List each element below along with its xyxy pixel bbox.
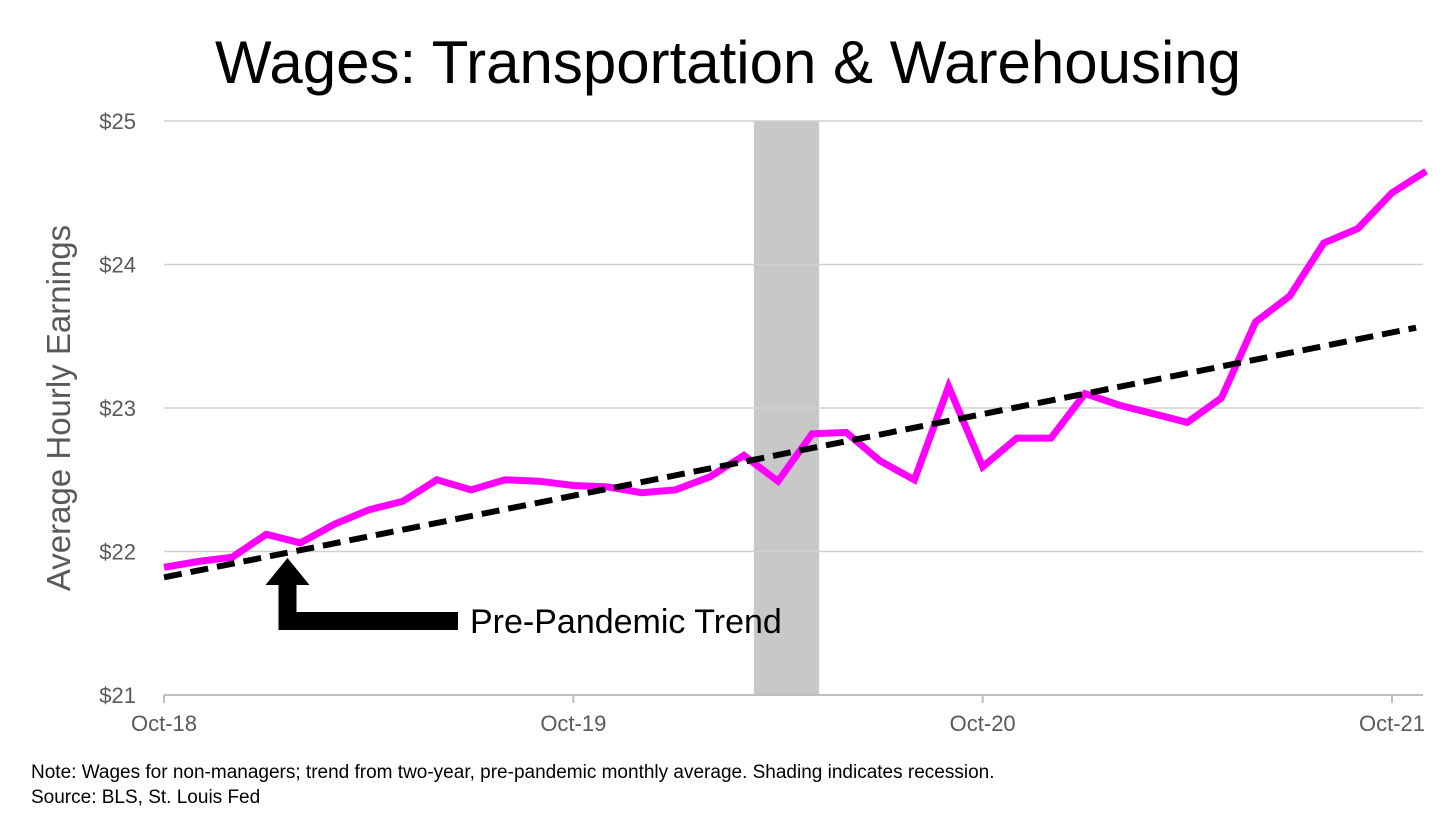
- trend-line: [163, 324, 1417, 581]
- x-tick-label: Oct-18: [131, 711, 197, 736]
- y-tick-label: $25: [99, 109, 136, 134]
- trend-arrow-icon: [265, 558, 458, 630]
- trend-annotation-label: Pre-Pandemic Trend: [470, 603, 782, 641]
- x-tick-label: Oct-19: [540, 711, 606, 736]
- source-note: Source: BLS, St. Louis Fed: [31, 787, 261, 808]
- y-tick-label: $23: [99, 396, 136, 421]
- x-tick-label: Oct-20: [950, 711, 1016, 736]
- y-tick-label: $24: [99, 253, 136, 278]
- y-tick-label: $22: [99, 540, 136, 565]
- y-tick-label: $21: [99, 683, 136, 708]
- chart-title: Wages: Transportation & Warehousing: [215, 29, 1241, 96]
- y-tick-labels: $21 $22 $23 $24 $25: [99, 109, 136, 708]
- footnote: Note: Wages for non-managers; trend from…: [31, 762, 995, 783]
- wages-series-line: [163, 168, 1428, 571]
- y-axis-label: Average Hourly Earnings: [40, 225, 77, 591]
- series-layer: [163, 168, 1428, 581]
- x-tick-labels: Oct-18 Oct-19 Oct-20 Oct-21: [131, 695, 1425, 736]
- grid-layer: [164, 120, 1423, 696]
- annotation-layer: Pre-Pandemic Trend: [265, 558, 782, 641]
- x-tick-label: Oct-21: [1359, 711, 1425, 736]
